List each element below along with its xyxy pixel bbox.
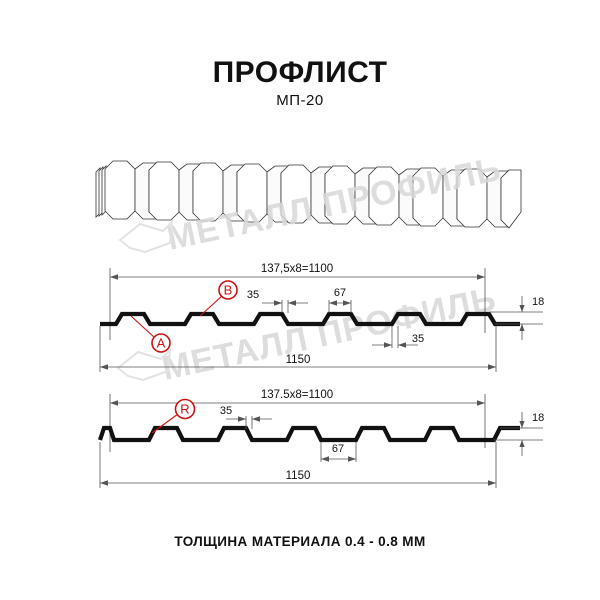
- isometric-sheet-view: [95, 160, 522, 229]
- dimension-label-67-bottom: 67: [332, 443, 344, 455]
- dimension-line-bottom-1150: [99, 326, 497, 372]
- dimension-label-67-top: 67: [334, 287, 346, 299]
- dimension-label-35-upper: 35: [247, 289, 259, 301]
- marker-b: B: [199, 280, 238, 317]
- model-subtitle: МП-20: [276, 92, 323, 109]
- dimension-35-upper: [262, 300, 308, 313]
- dimension-label-1150-bottom: 1150: [286, 470, 311, 482]
- dimension-67-top: [328, 300, 352, 313]
- flute-group: [104, 160, 522, 229]
- thickness-note: ТОЛЩИНА МАТЕРИАЛА 0.4 - 0.8 ММ: [174, 534, 425, 549]
- metall-profil-logo: [118, 219, 174, 254]
- dimension-35-bottom: [226, 416, 272, 429]
- metall-profil-logo: [116, 347, 172, 382]
- dimension-label-1150-top: 1150: [286, 354, 311, 366]
- profile-outline-bottom: [98, 425, 520, 443]
- dimension-67-bottom: [320, 442, 357, 462]
- dimension-18-bottom: [494, 412, 543, 456]
- marker-a-label: A: [157, 336, 166, 351]
- dimension-label-18-top: 18: [532, 296, 544, 308]
- dimension-35-lower: [372, 326, 418, 348]
- page-title: ПРОФЛИСТ: [213, 56, 388, 89]
- dimension-line-bottom-1150-b: [99, 442, 497, 488]
- dimension-label-18-bottom: 18: [532, 412, 544, 424]
- marker-b-label: B: [224, 283, 233, 298]
- marker-a: A: [130, 315, 171, 353]
- profile-section-bottom: 137.5x8=1100 R 35 67: [98, 389, 544, 488]
- dimension-label-1100: 137,5x8=1100: [261, 263, 333, 275]
- profile-outline-top: [100, 311, 520, 327]
- marker-r-label: R: [180, 402, 189, 417]
- dimension-18-top: [489, 296, 543, 340]
- marker-r: R: [151, 398, 196, 434]
- profile-section-top: 137,5x8=1100 A B 35: [99, 263, 544, 372]
- dimension-label-35-lower: 35: [412, 333, 424, 345]
- dimension-label-1100-bottom: 137.5x8=1100: [261, 389, 333, 401]
- dimension-line-top-1100: [109, 268, 486, 340]
- dimension-label-35-bottom: 35: [220, 405, 232, 417]
